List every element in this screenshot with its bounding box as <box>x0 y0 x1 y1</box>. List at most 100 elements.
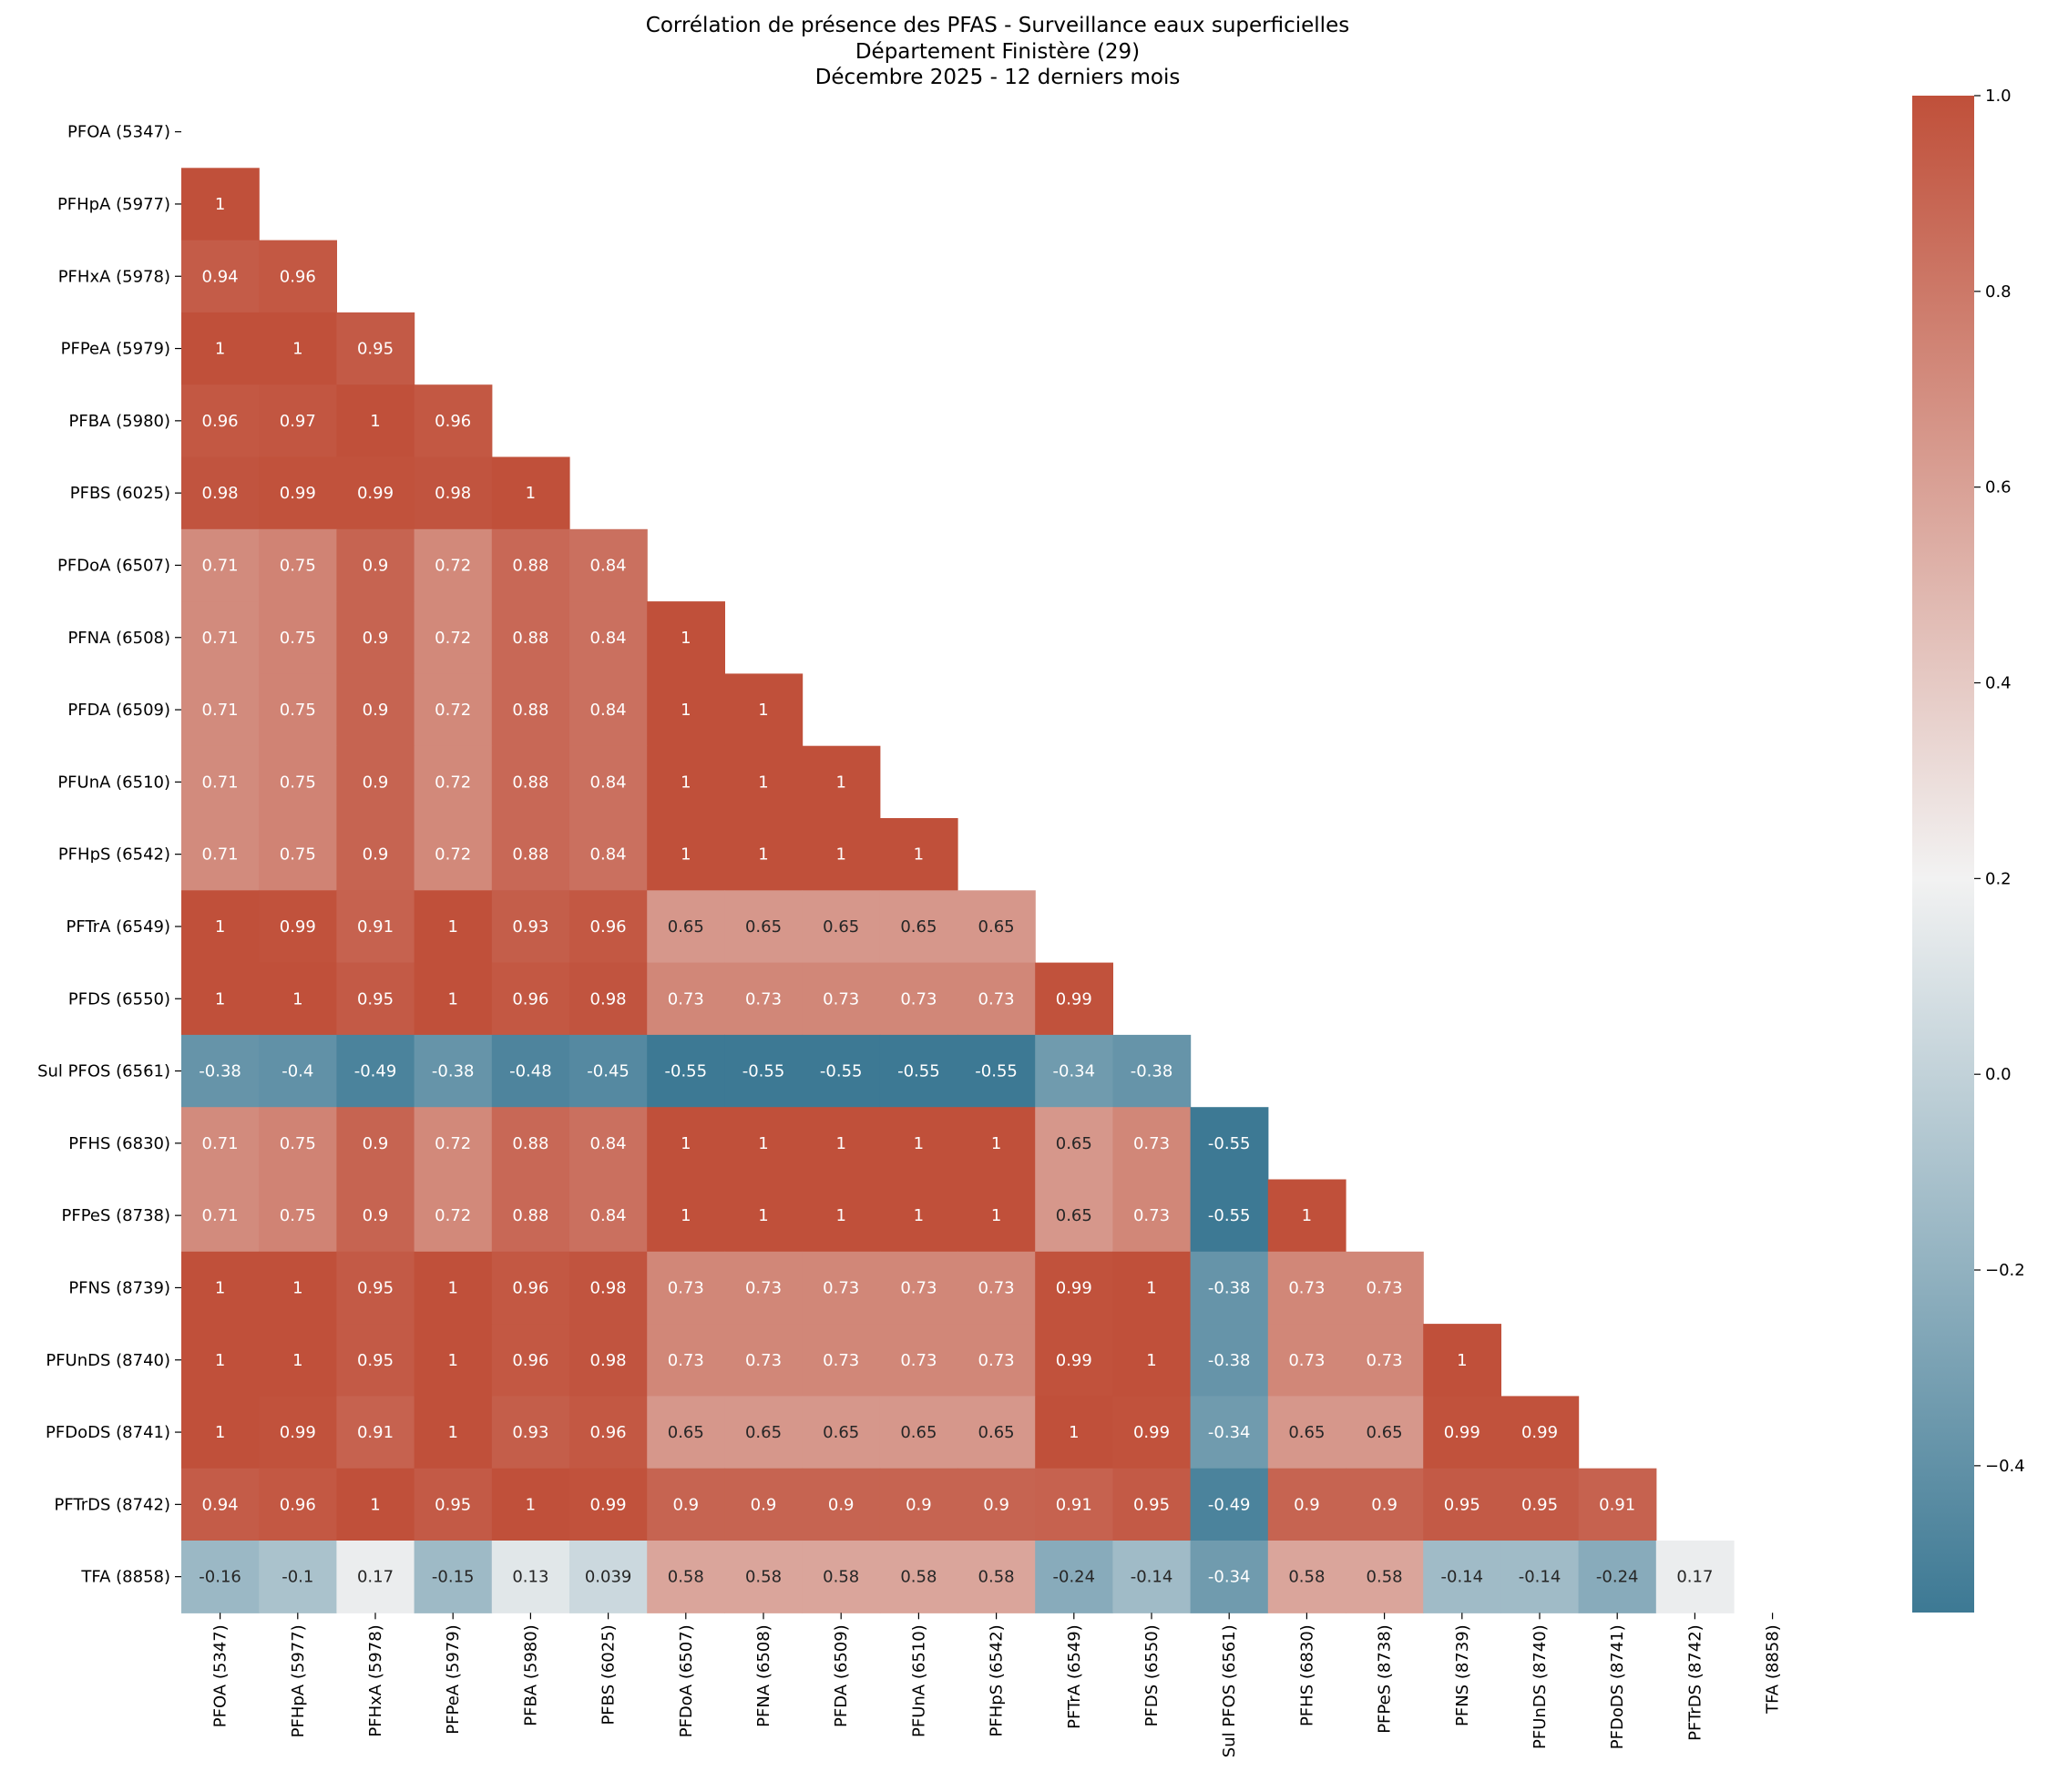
cell-value-label: 1 <box>835 1134 845 1153</box>
cell-value-label: 0.93 <box>512 1423 548 1442</box>
heatmap-cell <box>336 384 415 458</box>
heatmap-cell <box>647 1468 725 1541</box>
cell-value-label: -0.16 <box>199 1568 241 1587</box>
cell-value-label: 0.99 <box>357 484 394 503</box>
heatmap-cell <box>724 673 804 747</box>
cell-value-label: 0.99 <box>280 1423 316 1442</box>
heatmap-cell <box>1190 1179 1269 1253</box>
cell-value-label: 0.9 <box>363 845 389 865</box>
heatmap-cell <box>724 1468 804 1541</box>
cell-value-label: 0.88 <box>512 701 548 720</box>
cell-value-label: 1 <box>1146 1278 1156 1297</box>
cell-value-label: 1 <box>835 845 845 865</box>
cell-value-label: 0.95 <box>1521 1495 1558 1514</box>
cell-value-label: 0.9 <box>363 556 389 575</box>
heatmap-cell <box>724 1396 804 1469</box>
cell-value-label: 0.73 <box>823 1351 859 1370</box>
cell-value-label: -0.24 <box>1053 1568 1096 1587</box>
cell-value-label: 0.71 <box>202 629 239 648</box>
x-tick-label: PFOA (5347) <box>211 1624 230 1727</box>
heatmap-cell <box>647 1324 725 1397</box>
cell-value-label: 0.9 <box>363 1206 389 1225</box>
cell-value-label: 0.65 <box>823 1423 859 1442</box>
heatmap-cell <box>724 890 804 964</box>
cell-value-label: -0.38 <box>432 1062 475 1081</box>
cell-value-label: 0.99 <box>1444 1423 1480 1442</box>
cell-value-label: 0.84 <box>590 556 627 575</box>
heatmap-cell <box>802 890 881 964</box>
colorbar-tick-label: 0.0 <box>1985 1065 2012 1084</box>
heatmap-cell <box>724 1251 804 1325</box>
heatmap-cell <box>647 1251 725 1325</box>
cell-value-label: 0.73 <box>978 1351 1015 1370</box>
heatmap-cell <box>724 745 804 819</box>
cell-value-label: -0.55 <box>1208 1206 1251 1225</box>
cell-value-label: 0.75 <box>280 1206 316 1225</box>
cell-value-label: 0.75 <box>280 1134 316 1153</box>
heatmap-cell <box>802 1468 881 1541</box>
y-tick-label: PFTrDS (8742) <box>54 1495 170 1514</box>
cell-value-label: 0.73 <box>1133 1206 1170 1225</box>
heatmap-cell <box>879 818 958 891</box>
cell-value-label: 1 <box>215 917 225 937</box>
cell-value-label: 0.99 <box>1521 1423 1558 1442</box>
heatmap-cell <box>414 962 493 1036</box>
heatmap-cell <box>259 601 337 674</box>
cell-value-label: 0.99 <box>590 1495 627 1514</box>
heatmap-cell <box>259 1324 337 1397</box>
cell-value-label: 1 <box>292 1351 302 1370</box>
x-tick-label: PFNS (8739) <box>1453 1624 1472 1726</box>
x-tick-label: PFBS (6025) <box>599 1624 619 1725</box>
heatmap-cell <box>647 1541 725 1613</box>
heatmap-cell <box>336 1541 415 1613</box>
cell-value-label: 0.73 <box>668 1351 704 1370</box>
cell-value-label: 0.96 <box>435 412 471 431</box>
cell-value-label: 1 <box>1302 1206 1312 1225</box>
heatmap-cell <box>879 1107 958 1181</box>
cell-value-label: 0.9 <box>983 1495 1009 1514</box>
heatmap-cell <box>1346 1251 1424 1325</box>
heatmap-cell <box>569 962 648 1036</box>
heatmap-cell <box>181 1107 260 1181</box>
cell-value-label: 0.84 <box>590 773 627 792</box>
cell-value-label: 0.58 <box>823 1568 859 1587</box>
heatmap-cell <box>957 1468 1036 1541</box>
cell-value-label: 0.96 <box>512 989 548 1009</box>
cell-value-label: 0.73 <box>745 1351 782 1370</box>
heatmap-cell <box>1035 1107 1113 1181</box>
cell-value-label: -0.15 <box>432 1568 475 1587</box>
heatmap-cell <box>336 818 415 891</box>
cell-value-label: 0.97 <box>280 412 316 431</box>
heatmap-cell <box>1112 1179 1192 1253</box>
heatmap-cell <box>259 818 337 891</box>
heatmap-cell <box>336 1034 415 1108</box>
cell-value-label: 1 <box>914 1134 924 1153</box>
heatmap-cell <box>724 1034 804 1108</box>
x-tick-label: PFTrA (6549) <box>1065 1624 1084 1729</box>
cell-value-label: 0.96 <box>512 1278 548 1297</box>
heatmap-cell <box>1112 1251 1192 1325</box>
cell-value-label: 0.72 <box>435 1134 471 1153</box>
cell-value-label: 0.96 <box>202 412 239 431</box>
heatmap-cell <box>336 312 415 385</box>
heatmap-cell <box>414 1324 493 1397</box>
heatmap-cell <box>259 528 337 602</box>
heatmap-cell <box>879 890 958 964</box>
heatmap-cell <box>957 1396 1036 1469</box>
heatmap-cell <box>957 890 1036 964</box>
cell-value-label: -0.38 <box>1208 1278 1251 1297</box>
y-tick-label: PFNS (8739) <box>68 1278 170 1297</box>
colorbar: −0.4 −0.2 0.0 0.2 0.4 0.6 0.8 1.0 <box>1912 87 2025 1613</box>
heatmap-cell <box>414 1396 493 1469</box>
cell-value-label: 1 <box>215 195 225 214</box>
heatmap-cell <box>181 1034 260 1108</box>
cell-value-label: 1 <box>681 773 691 792</box>
heatmap-cell <box>336 1179 415 1253</box>
heatmap-cell <box>414 601 493 674</box>
heatmap-cell <box>879 1251 958 1325</box>
heatmap-cell <box>957 962 1036 1036</box>
heatmap-cell <box>1190 1107 1269 1181</box>
heatmap-cell <box>1035 1324 1113 1397</box>
y-tick-label: PFDA (6509) <box>67 701 170 720</box>
x-tick-label: PFDoDS (8741) <box>1608 1624 1627 1749</box>
